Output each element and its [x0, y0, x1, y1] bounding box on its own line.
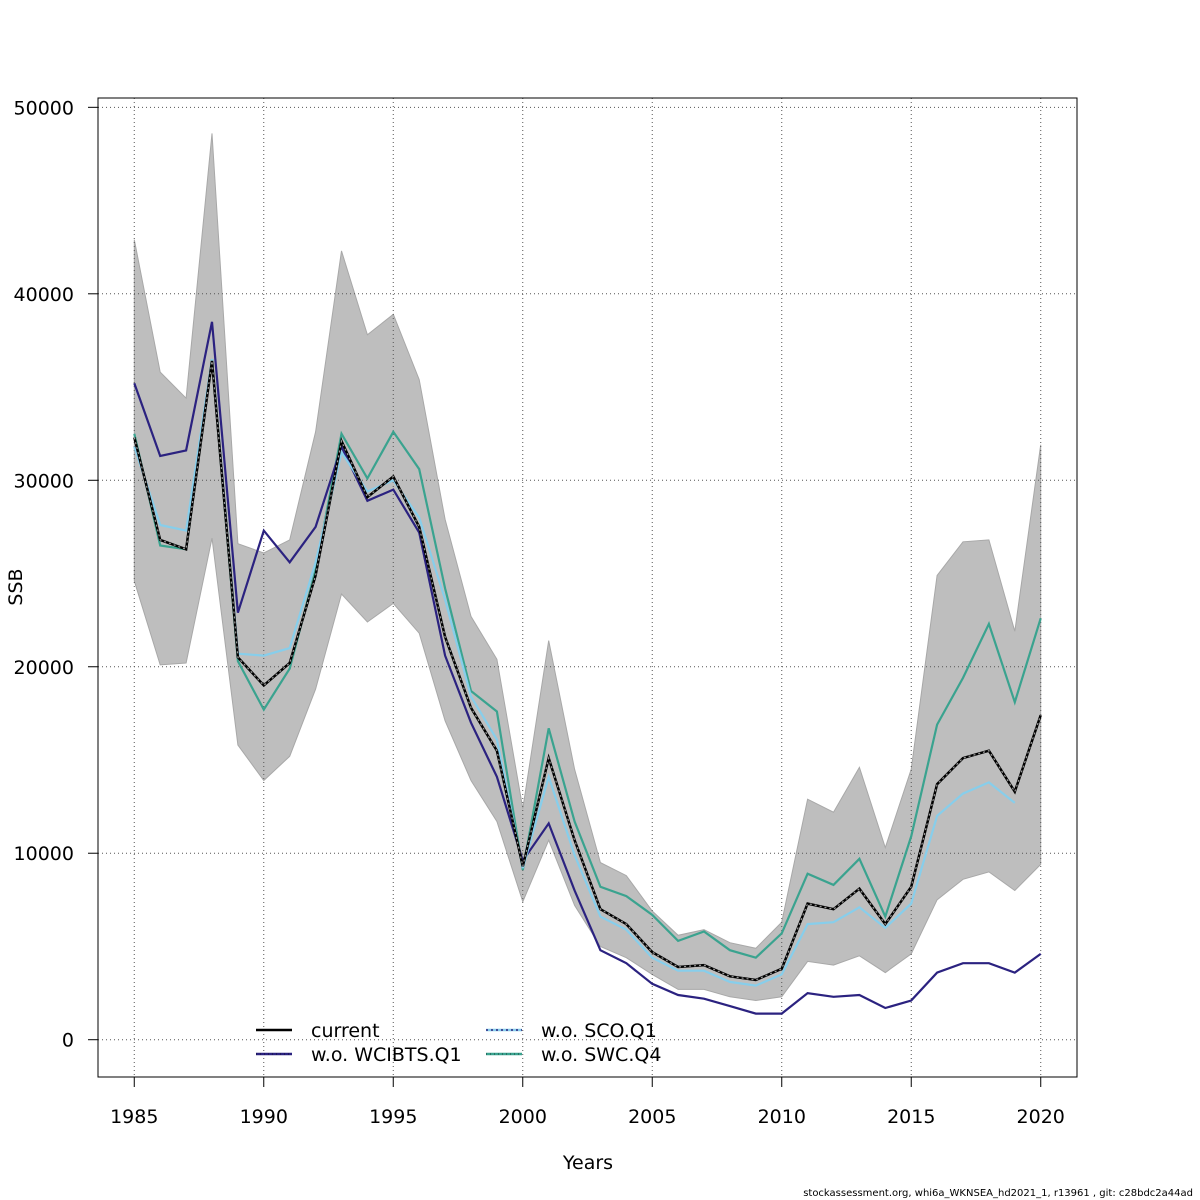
x-tick-label: 1990 — [240, 1106, 288, 1128]
legend-w-o-swc-q4-label: w.o. SWC.Q4 — [541, 1044, 661, 1066]
series-current-line — [133, 360, 1042, 982]
x-tick-label: 1995 — [369, 1106, 417, 1128]
axis-layer: 1985 1990 1995 2000 2005 2010 2015 2020 0 10000 20… — [14, 97, 1065, 1128]
x-axis-title: Years — [562, 1152, 613, 1174]
plot-frame — [97, 97, 1078, 1078]
y-tick-label: 10000 — [14, 843, 74, 865]
legend-w-o-wcibts-q1-label: w.o. WCIBTS.Q1 — [311, 1044, 462, 1066]
series-w-o-swc-q4-line — [133, 358, 1042, 959]
series-layer — [133, 321, 1042, 1015]
x-tick-label: 1985 — [110, 1106, 158, 1128]
x-tick-label: 2005 — [628, 1106, 676, 1128]
legend-w-o-sco-q1-label: w.o. SCO.Q1 — [541, 1020, 657, 1042]
footer-credit: stockassessment.org, whi6a_WKNSEA_hd2021… — [803, 1188, 1193, 1199]
series-w-o-sco-q1-line — [133, 358, 1016, 987]
y-tick-label: 40000 — [14, 284, 74, 306]
confidence-band — [133, 133, 1042, 1002]
legend-current-label: current — [311, 1020, 380, 1042]
y-tick-label: 30000 — [14, 470, 74, 492]
x-tick-label: 2010 — [758, 1106, 806, 1128]
series-w-o-wcibts-q1-line — [133, 321, 1042, 1015]
x-tick-label: 2000 — [499, 1106, 547, 1128]
y-axis-title: SSB — [5, 568, 27, 605]
x-tick-label: 2015 — [887, 1106, 935, 1128]
y-tick-label: 20000 — [14, 657, 74, 679]
y-tick-label: 50000 — [14, 97, 74, 119]
y-tick-label: 0 — [62, 1030, 74, 1052]
x-tick-label: 2020 — [1017, 1106, 1065, 1128]
confidence-band-layer — [133, 133, 1042, 1002]
